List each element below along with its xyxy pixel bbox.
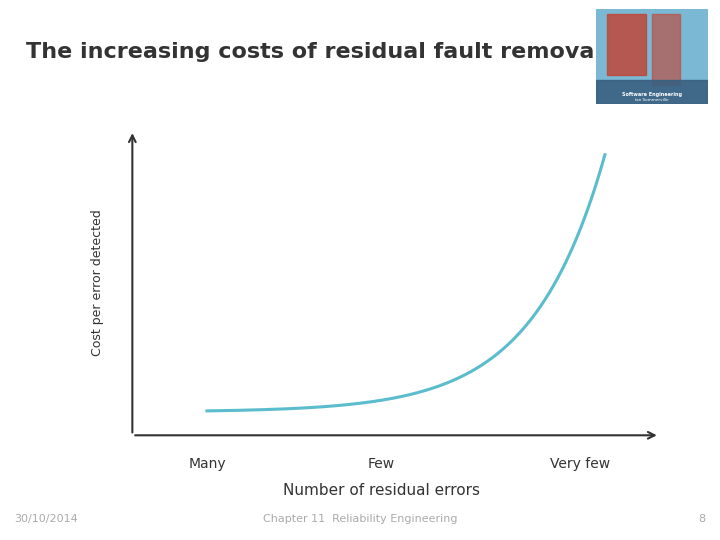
Text: Chapter 11  Reliability Engineering: Chapter 11 Reliability Engineering bbox=[263, 514, 457, 524]
Bar bbox=[652, 14, 680, 85]
Text: Ian Sommerville: Ian Sommerville bbox=[635, 98, 669, 102]
Text: Cost per error detected: Cost per error detected bbox=[91, 210, 104, 356]
Text: 30/10/2014: 30/10/2014 bbox=[14, 514, 78, 524]
Text: Very few: Very few bbox=[550, 457, 610, 471]
Text: Many: Many bbox=[188, 457, 226, 471]
Text: 8: 8 bbox=[698, 514, 706, 524]
Text: The increasing costs of residual fault removal: The increasing costs of residual fault r… bbox=[26, 42, 602, 62]
Bar bbox=[607, 14, 647, 75]
Text: Few: Few bbox=[367, 457, 395, 471]
Bar bbox=[596, 80, 708, 104]
Text: Number of residual errors: Number of residual errors bbox=[282, 483, 480, 497]
Text: Software Engineering: Software Engineering bbox=[622, 92, 682, 97]
